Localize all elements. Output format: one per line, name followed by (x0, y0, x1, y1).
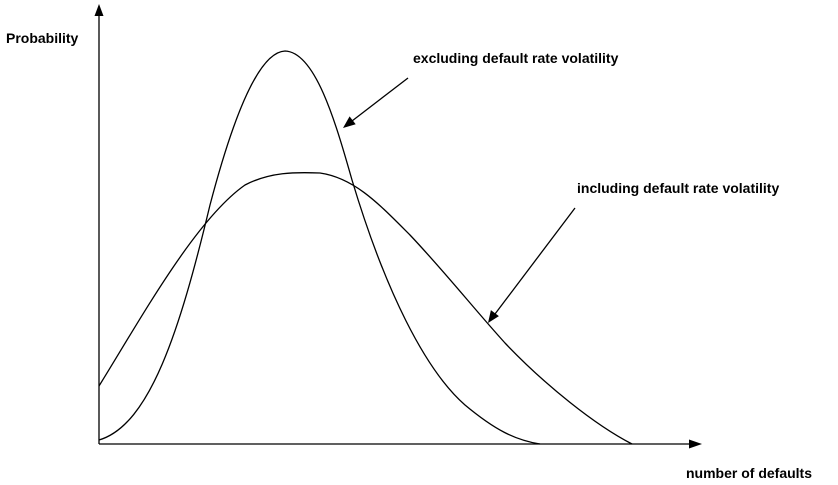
y-axis-label: Probability (6, 30, 79, 46)
excluding-pointer-arrow-shaft (351, 77, 409, 122)
including-volatility-label: including default rate volatility (577, 180, 779, 196)
y-axis-arrowhead (94, 4, 104, 16)
including-pointer-arrowhead (488, 310, 499, 323)
x-axis-label: number of defaults (686, 465, 812, 481)
excluding-volatility-label: excluding default rate volatility (413, 50, 619, 66)
excluding-volatility-curve (98, 50, 541, 445)
excluding-pointer-arrowhead (343, 116, 356, 128)
including-volatility-curve (98, 171, 633, 445)
x-axis-arrowhead (689, 439, 702, 449)
including-pointer-arrow-shaft (494, 207, 576, 315)
